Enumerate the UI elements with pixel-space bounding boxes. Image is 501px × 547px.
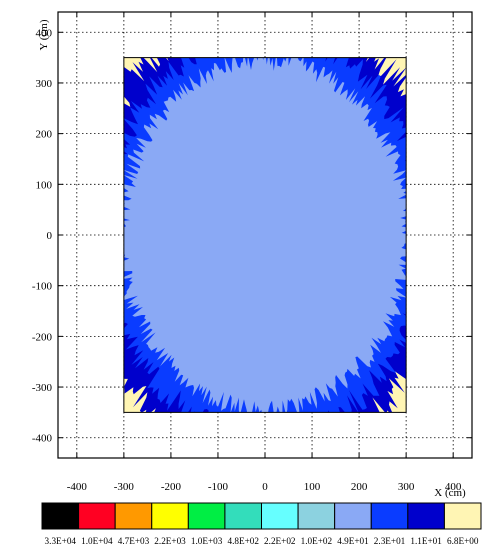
y-tick-label: 400 [36, 27, 53, 39]
y-tick-label: -400 [32, 433, 53, 445]
legend-label: 3.3E+04 [45, 536, 77, 546]
legend-label: 2.3E+01 [374, 536, 406, 546]
y-tick-label: -200 [32, 331, 53, 343]
x-axis-label: X (cm) [434, 487, 466, 499]
legend-label: 1.0E+04 [81, 536, 113, 546]
y-tick-label: -100 [32, 281, 53, 293]
x-tick-label: 400 [445, 481, 462, 493]
legend-swatch [370, 502, 409, 530]
y-axis-label: Y (cm) [38, 19, 50, 50]
legend-swatch [334, 502, 372, 530]
y-tick-label: -300 [32, 382, 53, 394]
band-4.9E+01 [123, 57, 407, 413]
y-tick-label: 0 [47, 230, 53, 242]
y-tick-label: 200 [36, 129, 53, 141]
x-tick-label: -100 [208, 481, 229, 493]
x-tick-label: -300 [114, 481, 135, 493]
x-tick-label: -200 [161, 481, 182, 493]
legend-label: 1.0E+02 [301, 536, 333, 546]
legend-swatch [297, 502, 336, 530]
legend-swatch [187, 502, 226, 530]
x-tick-label: 0 [262, 481, 268, 493]
legend-label: 4.8E+02 [227, 536, 259, 546]
legend-swatch [41, 502, 80, 530]
x-tick-label: 100 [304, 481, 321, 493]
legend-label: 2.2E+02 [264, 536, 296, 546]
legend-swatch [443, 502, 482, 530]
legend-swatch [407, 502, 445, 530]
axis-ticks: -400 -300 -200 -100 0 100 200 300 400 -400 -300 -20… [32, 12, 472, 493]
y-tick-label: 300 [36, 78, 53, 90]
x-tick-label: 300 [398, 481, 415, 493]
x-tick-label: -400 [67, 481, 88, 493]
legend-swatch [261, 502, 299, 530]
legend-label: 4.7E+03 [118, 536, 150, 546]
legend-label: 1.0E+03 [191, 536, 223, 546]
legend-label: 1.1E+01 [410, 536, 442, 546]
legend-swatch [224, 502, 263, 530]
contour-bands [123, 57, 407, 413]
legend-swatch [78, 502, 116, 530]
region-outline [123, 57, 407, 413]
legend-swatch [151, 502, 189, 530]
color-scale-legend: 3.3E+04 1.0E+04 4.7E+03 2.2E+03 1.0E+03 4.8E+… [41, 502, 482, 546]
x-tick-label: 200 [351, 481, 368, 493]
legend-label: 2.2E+03 [154, 536, 186, 546]
legend-swatch [114, 502, 153, 530]
legend-label: 6.8E+00 [447, 536, 479, 546]
y-tick-label: 100 [36, 179, 53, 191]
legend-label: 4.9E+01 [337, 536, 369, 546]
